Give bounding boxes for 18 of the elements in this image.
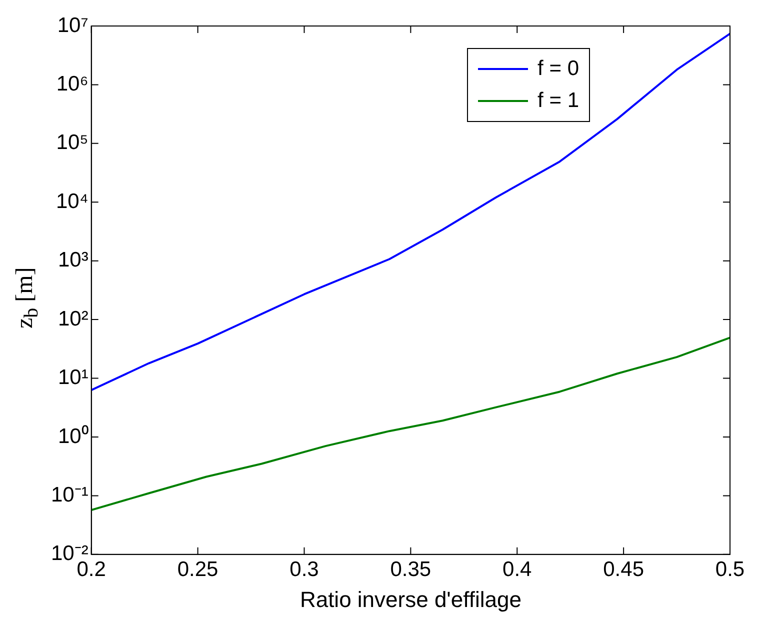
x-tick-label: 0.5 (715, 558, 745, 581)
x-tick-label: 0.4 (502, 558, 532, 581)
y-tick-label: 10⁵ (56, 131, 88, 154)
legend-label: f = 1 (538, 88, 579, 114)
y-tick-label: 10¹ (58, 366, 88, 390)
y-tick-label: 10² (58, 307, 88, 330)
legend-label: f = 0 (538, 56, 579, 82)
x-axis-title: Ratio inverse d'effilage (300, 586, 522, 612)
y-tick-label: 10⁻¹ (50, 483, 88, 506)
y-tick-label: 10⁰ (58, 424, 88, 448)
y-tick-label: 10⁷ (57, 14, 88, 37)
x-tick-label: 0.3 (290, 558, 319, 581)
x-tick-label: 0.45 (603, 558, 644, 581)
x-tick-label: 0.35 (390, 558, 432, 581)
y-tick-label: 10³ (58, 248, 88, 272)
y-tick-label: 10⁴ (56, 190, 88, 213)
y-tick-label: 10⁶ (56, 72, 88, 96)
x-tick-label: 0.25 (177, 558, 218, 581)
